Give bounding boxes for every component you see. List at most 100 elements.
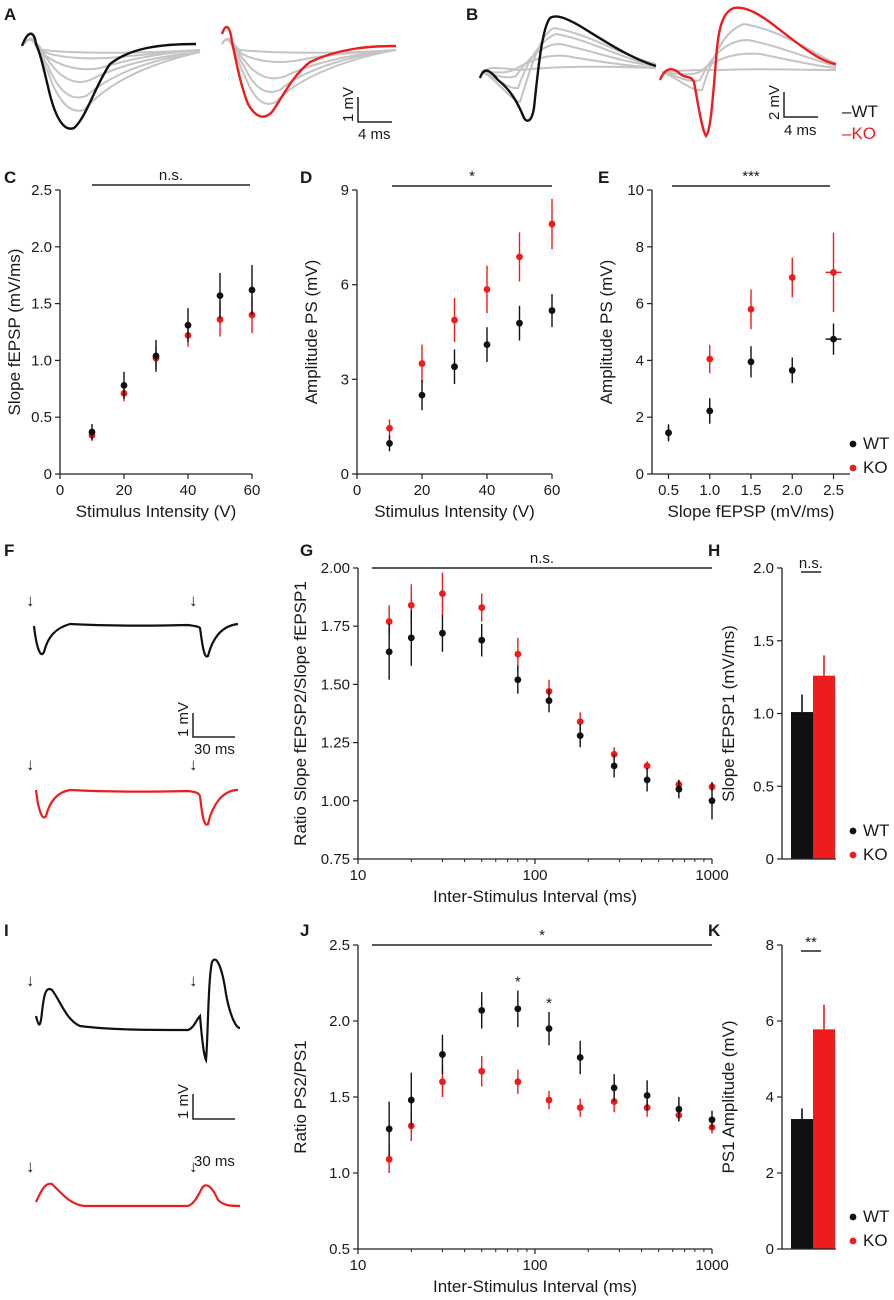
panel-label-e: E <box>598 168 609 187</box>
x-tick-label: 20 <box>414 482 431 499</box>
legend-marker-wt <box>849 1213 857 1221</box>
chart-e: 0 2 4 6 8 10 0.5 1.0 1.5 2.0 2.5 Slope fEPSP (mV/ms… <box>597 168 850 521</box>
point-ko <box>788 274 796 281</box>
y-tick-label: 0 <box>766 851 774 868</box>
panel-label-k: K <box>708 921 721 940</box>
panel-i-traces: ↓ ↓ 1 mV 30 ms ↓ ↓ <box>26 958 241 1208</box>
panel-label-j: J <box>300 921 309 940</box>
significance-label: * <box>539 927 545 944</box>
legend-marker-wt <box>849 827 857 835</box>
y-tick-label: 1.25 <box>321 735 350 752</box>
trace-ko-max <box>220 25 397 118</box>
significance-label: n.s. <box>799 555 823 572</box>
x-tick-label: 60 <box>544 482 561 499</box>
panel-b-traces: 2 mV 4 ms –WT –KO <box>478 6 878 143</box>
x-tick-label: 1000 <box>695 1257 728 1274</box>
y-tick-label: 1.50 <box>321 676 350 693</box>
point-wt <box>643 1092 651 1099</box>
chart-j: 0.5 1.0 1.5 2.0 2.5 10 100 1000 Inter-Stimulus I… <box>291 927 729 1296</box>
scalebar-a <box>357 97 392 123</box>
chart-h: 0 0.5 1.0 1.5 2.0 Slope fEPSP1 (mV/ms) n.s. <box>719 555 836 868</box>
y-tick-label: 2.5 <box>31 182 52 199</box>
point-wt <box>747 358 755 366</box>
y-tick-label: 2 <box>766 1165 774 1182</box>
trace-gray <box>481 54 657 74</box>
stimulus-arrow-icon: ↓ <box>26 755 35 774</box>
x-tick-label: 0.5 <box>658 482 679 499</box>
scalebar-i <box>192 1094 235 1120</box>
chart-k: 0 2 4 6 8 PS1 Amplitude (mV) ** <box>719 934 836 1258</box>
trace-ko-max <box>658 6 837 138</box>
legend: WT KO <box>849 434 889 477</box>
bar-wt <box>791 712 813 859</box>
point-wt <box>514 676 522 684</box>
bar-ko <box>813 1029 835 1249</box>
y-tick-label: 0.5 <box>753 778 774 795</box>
panel-label-h: H <box>708 541 720 560</box>
point-wt <box>516 319 523 327</box>
y-tick-label: 3 <box>341 371 349 388</box>
trace-gray <box>661 52 837 76</box>
y-tick-label: 8 <box>766 937 774 954</box>
scalebar-b-voltage: 2 mV <box>766 85 783 120</box>
point-wt <box>576 1054 584 1061</box>
point-wt <box>706 407 714 415</box>
point-ko <box>385 618 393 625</box>
point-wt <box>184 321 192 329</box>
point-wt <box>708 1116 716 1124</box>
point-significance-star: * <box>515 974 521 991</box>
point-ko <box>385 1155 393 1163</box>
y-tick-label: 6 <box>636 296 644 313</box>
x-tick-label: 20 <box>116 482 133 499</box>
point-ko <box>386 424 393 432</box>
legend-label-wt: WT <box>863 1207 889 1226</box>
point-wt <box>478 1006 486 1014</box>
y-tick-label: 4 <box>636 352 644 369</box>
y-tick-label: 2.5 <box>329 937 350 954</box>
scalebar-f-voltage: 1 mV <box>175 702 192 737</box>
scalebar-f-time: 30 ms <box>194 741 235 758</box>
x-tick-label: 2.5 <box>823 482 844 499</box>
point-wt <box>665 429 672 437</box>
point-ko <box>478 604 486 611</box>
point-wt <box>576 732 584 740</box>
x-axis-label: Slope fEPSP (mV/ms) <box>668 502 835 521</box>
trace-gray <box>221 37 397 54</box>
chart-g: 0.75 1.00 1.25 1.50 1.75 2.00 10 100 1000 Inter-S… <box>291 550 729 906</box>
x-axis-label: Inter-Stimulus Interval (ms) <box>433 887 637 906</box>
significance-label: * <box>469 168 475 185</box>
point-ko <box>439 1078 446 1086</box>
y-tick-label: 1.00 <box>321 793 350 810</box>
x-tick-label: 10 <box>350 1257 367 1274</box>
legend-marker-ko <box>849 851 857 859</box>
panel-label-b: B <box>466 5 478 24</box>
panel-label-g: G <box>300 541 313 560</box>
legend-label-wt: WT <box>863 821 889 840</box>
panel-label-i: I <box>4 921 9 940</box>
y-axis-label: Ratio Slope fEPSP2/Slope fEPSP1 <box>291 581 310 846</box>
legend-label-wt: WT <box>863 434 889 453</box>
y-tick-label: 0.75 <box>321 851 350 868</box>
panel-label-a: A <box>4 5 16 24</box>
point-wt <box>407 634 415 642</box>
y-tick-label: 1.75 <box>321 618 350 635</box>
stimulus-arrow-icon: ↓ <box>26 591 35 610</box>
trace-ko-ps-paired <box>35 1182 241 1208</box>
point-ko <box>576 1104 584 1112</box>
point-wt <box>216 292 224 300</box>
y-tick-label: 10 <box>627 182 644 199</box>
panel-label-f: F <box>4 541 14 560</box>
bar-wt <box>791 1119 813 1249</box>
x-tick-label: 1.0 <box>699 482 720 499</box>
point-ko <box>548 220 556 228</box>
point-ko <box>514 650 522 658</box>
y-tick-label: 0.5 <box>329 1241 350 1258</box>
y-tick-label: 6 <box>341 277 349 294</box>
trace-wt-ps-paired <box>34 958 241 1064</box>
panel-label-d: D <box>300 168 312 187</box>
chart-d: 0 3 6 9 0 20 40 60 Stimulus Intensity (V) Amplitu… <box>302 168 560 521</box>
x-tick-label: 1000 <box>695 867 728 884</box>
point-ko <box>418 360 426 367</box>
legend: WT KO <box>849 821 889 864</box>
